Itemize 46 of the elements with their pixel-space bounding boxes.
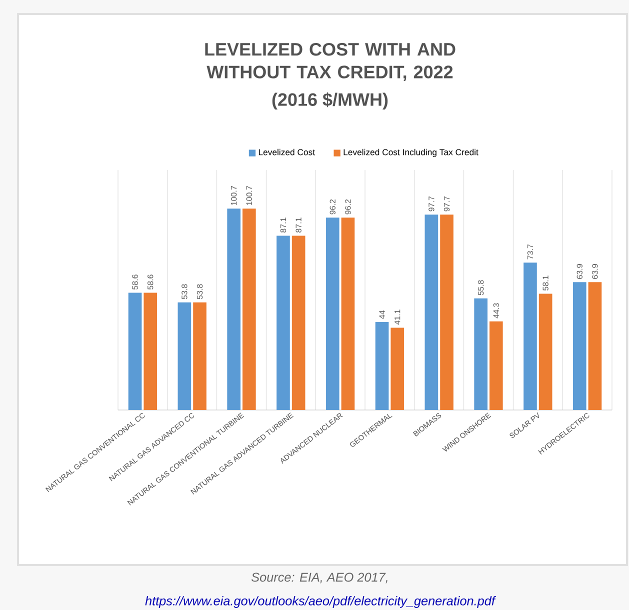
data-label: 96.2	[345, 199, 351, 214]
data-label: 87.1	[280, 218, 286, 232]
bar	[588, 282, 602, 410]
bar	[242, 208, 256, 410]
data-label: 73.7	[527, 244, 534, 260]
bar	[193, 302, 206, 410]
data-label: 58.6	[132, 274, 138, 290]
bar	[572, 282, 586, 410]
data-label: 97.7	[428, 196, 434, 212]
bar	[144, 292, 158, 410]
bar	[375, 322, 389, 410]
text: https://www.eia.gov/outlooks/aeo/pdf/electricity_generation.pdf	[145, 596, 496, 608]
bar	[474, 298, 488, 410]
bar	[128, 292, 142, 410]
chart-subtitle: (2016 $/MWH)	[272, 92, 388, 110]
data-label: 58.1	[542, 276, 548, 290]
bar	[227, 208, 241, 410]
bar	[490, 321, 503, 410]
bar	[276, 236, 290, 410]
bar	[178, 302, 192, 410]
data-label: 53.8	[182, 284, 188, 299]
bar	[292, 236, 306, 410]
data-label: 53.8	[196, 284, 203, 299]
data-label: 58.6	[148, 274, 154, 290]
data-label: 41.1	[394, 310, 400, 325]
bar	[538, 294, 552, 410]
bar	[390, 328, 404, 410]
data-label: 44.3	[493, 303, 500, 318]
data-label: 87.1	[296, 218, 302, 232]
data-label: 100.7	[246, 186, 252, 205]
legend-label: Levelized Cost	[258, 148, 315, 156]
bar	[341, 217, 355, 410]
data-label: 44	[379, 310, 385, 319]
source-note: Source: EIA, AEO 2017,	[251, 572, 388, 584]
bar	[424, 214, 438, 410]
chart-title: LEVELIZED COST WITH AND WITHOUT TAX CREDIT, 2022	[205, 42, 456, 81]
bar	[326, 217, 340, 410]
legend-label: Levelized Cost Including Tax Credit	[344, 148, 478, 157]
data-label: 63.9	[592, 264, 598, 279]
bar	[440, 214, 454, 410]
data-label: 96.2	[330, 199, 336, 214]
data-label: 97.7	[444, 196, 450, 212]
bar	[524, 262, 537, 410]
data-label: 63.9	[576, 264, 582, 279]
data-label: 100.7	[231, 186, 237, 205]
data-label: 55.8	[478, 280, 484, 295]
